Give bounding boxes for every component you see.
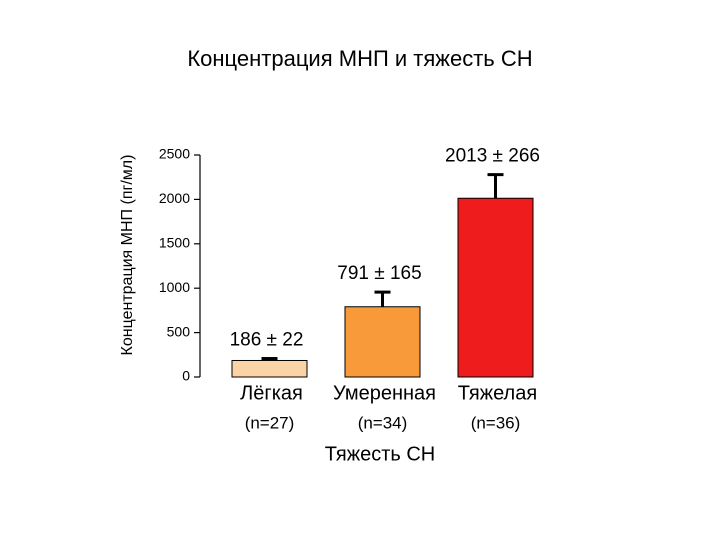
value-label: 2013 ± 266 <box>445 146 540 167</box>
category-note: (n=36) <box>471 413 521 432</box>
bar <box>344 306 421 378</box>
error-bar <box>261 357 278 361</box>
error-bar <box>374 290 391 307</box>
y-tick-label: 1000 <box>159 279 190 295</box>
x-axis-label: Тяжесть СН <box>325 443 435 465</box>
y-tick-label: 2000 <box>159 190 190 206</box>
y-tick-label: 1500 <box>159 235 190 251</box>
category-note: (n=27) <box>245 413 295 432</box>
value-label: 791 ± 165 <box>337 263 421 284</box>
x-tick-label: Умеренная <box>333 382 436 404</box>
x-tick-label: Тяжелая <box>458 382 537 404</box>
x-tick-label: Лёгкая <box>240 382 303 404</box>
error-bar <box>487 173 504 199</box>
category-note: (n=34) <box>358 413 408 432</box>
bar <box>457 197 534 378</box>
y-axis-label: Концентрация МНП (пг/мл) <box>119 155 136 356</box>
y-tick-label: 500 <box>167 323 191 339</box>
y-tick-label: 0 <box>182 368 190 384</box>
value-label: 186 ± 22 <box>230 330 304 351</box>
bar <box>231 359 308 378</box>
y-tick-label: 2500 <box>159 146 190 162</box>
chart-title: Концентрация МНП и тяжесть СН <box>187 46 532 71</box>
